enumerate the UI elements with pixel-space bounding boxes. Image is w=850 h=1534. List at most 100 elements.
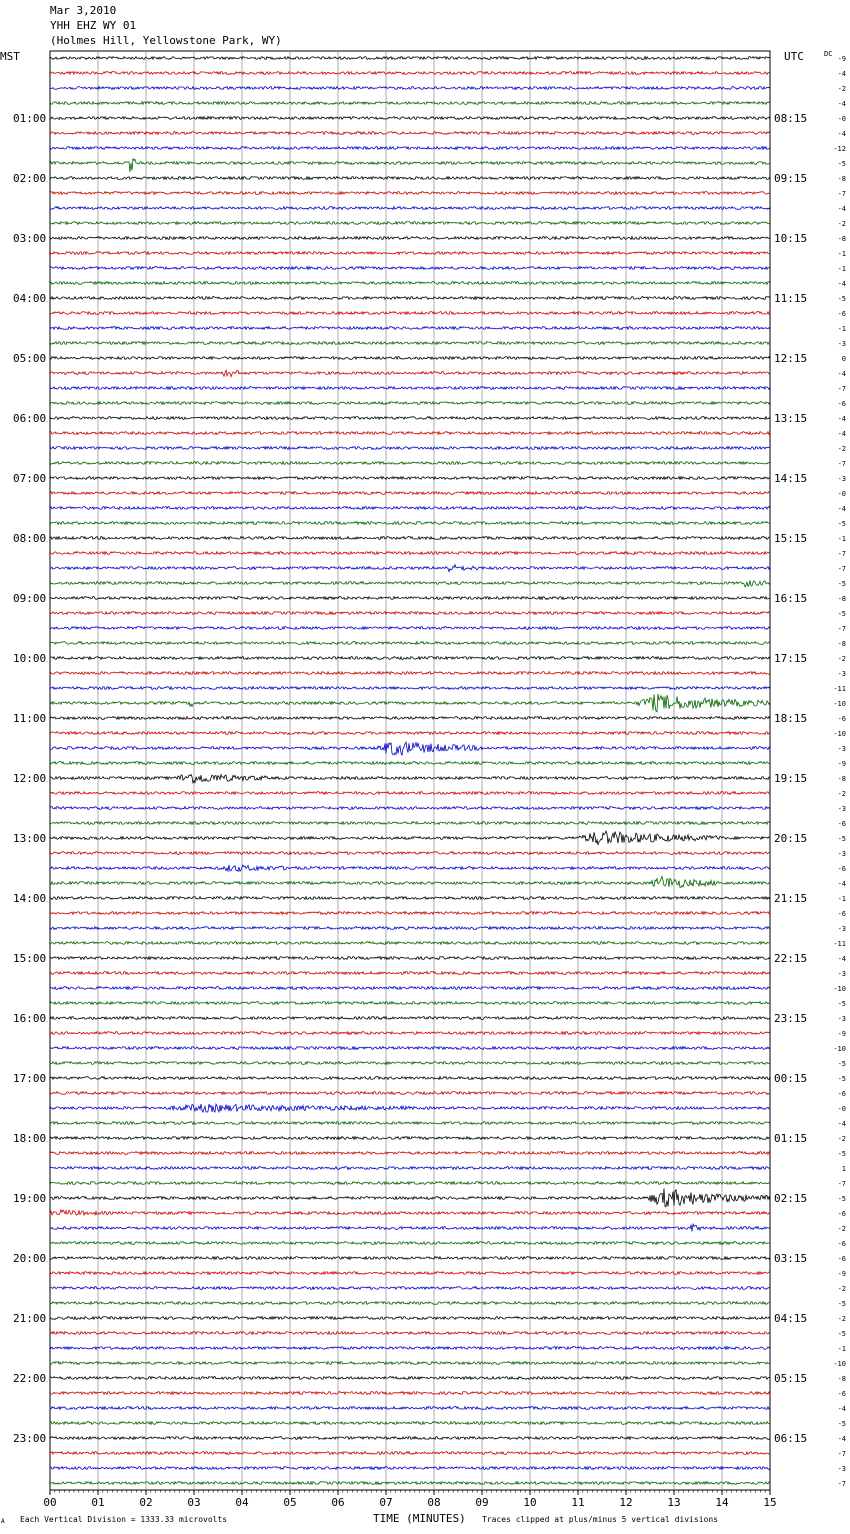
dc-offset-label: -7 — [838, 625, 846, 633]
seismic-trace — [49, 563, 771, 573]
seismic-trace — [49, 115, 771, 121]
dc-offset-label: -6 — [838, 910, 846, 918]
seismic-trace — [49, 895, 771, 901]
dc-offset-label: -1 — [838, 535, 846, 543]
seismic-trace — [49, 741, 771, 757]
dc-offset-label: -5 — [838, 1195, 846, 1203]
seismic-trace — [49, 1285, 771, 1291]
dc-offset-label: -8 — [838, 640, 846, 648]
right-hour-label: 20:15 — [774, 832, 807, 845]
seismic-trace — [49, 535, 770, 541]
seismic-trace — [49, 670, 771, 676]
seismic-trace — [49, 985, 770, 991]
left-hour-label: 04:00 — [13, 292, 46, 305]
x-tick-label: 12 — [619, 1496, 632, 1509]
seismic-trace — [49, 70, 771, 76]
dc-offset-label: -10 — [833, 1360, 846, 1368]
dc-offset-label: -5 — [838, 1300, 846, 1308]
dc-offset-label: -1 — [838, 325, 846, 333]
left-hour-label: 01:00 — [13, 112, 46, 125]
dc-offset-label: -8 — [838, 175, 846, 183]
dc-offset-label: -5 — [838, 160, 846, 168]
dc-offset-label: -10 — [833, 985, 846, 993]
dc-offset-label: -0 — [838, 115, 846, 123]
dc-offset-label: -11 — [833, 940, 846, 948]
left-hour-label: 16:00 — [13, 1012, 46, 1025]
seismic-trace — [49, 1060, 771, 1066]
seismic-trace — [49, 220, 771, 226]
dc-offset-label: -3 — [838, 850, 846, 858]
left-hour-label: 07:00 — [13, 472, 46, 485]
seismic-trace — [49, 1000, 771, 1006]
dc-offset-label: -7 — [838, 190, 846, 198]
dc-offset-label: -9 — [838, 760, 846, 768]
right-hour-label: 01:15 — [774, 1132, 807, 1145]
seismic-trace — [49, 595, 771, 601]
right-timezone-label: UTC — [784, 50, 804, 63]
station-channel: YHH EHZ WY 01 — [50, 19, 137, 32]
dc-offset-label: -3 — [838, 340, 846, 348]
seismic-trace — [49, 1405, 771, 1411]
seismic-trace — [49, 1135, 771, 1141]
dc-offset-label: -6 — [838, 1255, 846, 1263]
seismic-trace — [49, 1030, 771, 1036]
dc-offset-label: -3 — [838, 970, 846, 978]
dc-offset-label: -4 — [838, 1405, 846, 1413]
dc-offset-label: -8 — [838, 1375, 846, 1383]
seismic-trace — [49, 610, 771, 616]
dc-heading: DC — [824, 50, 833, 58]
dc-offset-label: -4 — [838, 205, 846, 213]
seismic-trace — [49, 850, 770, 856]
seismic-trace — [49, 205, 771, 211]
right-hour-label: 10:15 — [774, 232, 807, 245]
dc-offset-label: -6 — [838, 1090, 846, 1098]
dc-offset-label: -5 — [838, 580, 846, 588]
right-hour-label: 15:15 — [774, 532, 807, 545]
right-hour-label: 03:15 — [774, 1252, 807, 1265]
seismic-trace — [49, 580, 771, 588]
dc-offset-label: -0 — [838, 1105, 846, 1113]
dc-offset-label: -2 — [838, 445, 846, 453]
dc-offset-label: -7 — [838, 1480, 846, 1488]
right-hour-label: 11:15 — [774, 292, 807, 305]
seismic-trace — [49, 875, 771, 888]
dc-offset-label: -9 — [838, 55, 846, 63]
left-hour-label: 09:00 — [13, 592, 46, 605]
seismic-trace — [49, 1315, 771, 1321]
x-tick-label: 15 — [763, 1496, 776, 1509]
dc-offset-label: 0 — [842, 355, 846, 363]
seismic-trace — [49, 1120, 771, 1126]
dc-offset-label: -5 — [838, 520, 846, 528]
seismic-trace — [49, 505, 771, 511]
x-tick-label: 13 — [667, 1496, 680, 1509]
seismic-trace — [49, 1255, 771, 1261]
seismic-trace — [49, 790, 771, 796]
dc-offset-label: -3 — [838, 925, 846, 933]
seismic-trace — [49, 1015, 771, 1021]
x-tick-label: 04 — [235, 1496, 249, 1509]
dc-offset-label: -4 — [838, 370, 846, 378]
dc-offset-label: -1 — [838, 265, 846, 273]
left-hour-label: 20:00 — [13, 1252, 46, 1265]
left-hour-label: 14:00 — [13, 892, 46, 905]
station-date: Mar 3,2010 — [50, 4, 117, 17]
right-hour-label: 17:15 — [774, 652, 807, 665]
seismic-trace — [49, 730, 771, 736]
right-hour-label: 08:15 — [774, 112, 807, 125]
dc-offset-label: -2 — [838, 655, 846, 663]
dc-offset-label: -4 — [838, 880, 846, 888]
dc-offset-label: -4 — [838, 430, 846, 438]
seismic-trace — [49, 460, 771, 466]
seismic-trace — [49, 235, 771, 241]
seismic-trace — [49, 640, 771, 646]
seismic-trace — [49, 85, 771, 91]
right-hour-label: 02:15 — [774, 1192, 807, 1205]
seismic-trace — [49, 1270, 770, 1276]
seismic-trace — [49, 625, 771, 631]
seismic-trace — [49, 1045, 771, 1051]
left-hour-label: 11:00 — [13, 712, 46, 725]
seismic-trace — [49, 1420, 771, 1426]
seismic-trace — [49, 1180, 771, 1186]
dc-offset-label: -1 — [838, 1345, 846, 1353]
dc-offset-label: -7 — [838, 385, 846, 393]
